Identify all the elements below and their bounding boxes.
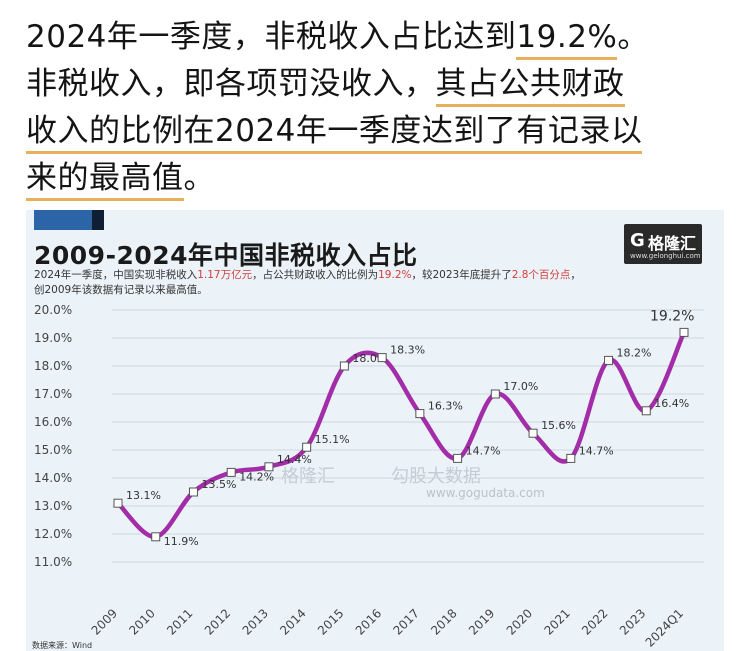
x-tick-label: 2022 bbox=[579, 606, 610, 637]
data-point-marker bbox=[490, 389, 500, 399]
y-tick-label: 19.0% bbox=[34, 331, 72, 345]
data-label: 15.1% bbox=[315, 433, 350, 446]
data-label: 17.0% bbox=[503, 380, 538, 393]
data-label: 19.2% bbox=[650, 308, 694, 324]
source-footnote: 数据来源：Wind bbox=[32, 641, 93, 650]
chart-subtitle: 2024年一季度，中国实现非税收入1.17万亿元，占公共财政收入的比例为19.2… bbox=[34, 268, 654, 298]
data-point-marker bbox=[566, 453, 576, 463]
x-tick-label: 2010 bbox=[126, 606, 157, 637]
data-point-marker bbox=[188, 487, 198, 497]
x-tick-label: 2024Q1 bbox=[643, 606, 687, 650]
subtitle-part: ，较2023年底提升了 bbox=[411, 269, 512, 281]
data-label: 16.4% bbox=[654, 397, 689, 410]
data-point-marker bbox=[339, 361, 349, 371]
watermark-brand: 格隆汇 bbox=[281, 466, 335, 487]
data-point-marker bbox=[151, 532, 161, 542]
y-tick-label: 17.0% bbox=[34, 387, 72, 401]
article-line-4-highlight: 来的最高值 bbox=[26, 160, 184, 201]
data-label: 15.6% bbox=[541, 419, 576, 432]
article-line-2-highlight: 其占公共财政 bbox=[435, 66, 625, 107]
data-label: 18.3% bbox=[390, 344, 425, 357]
data-label: 18.2% bbox=[617, 346, 652, 359]
y-tick-label: 13.0% bbox=[34, 499, 72, 513]
x-tick-label: 2023 bbox=[617, 606, 648, 637]
watermark-site: www.gogudata.com bbox=[426, 486, 545, 500]
card-tab-accent-dark bbox=[92, 210, 104, 230]
data-point-marker bbox=[604, 355, 614, 365]
article-line-4: 来的最高值。 bbox=[26, 155, 736, 202]
logo-g-icon: G bbox=[630, 230, 645, 251]
subtitle-part: ， bbox=[570, 269, 581, 281]
y-tick-label: 18.0% bbox=[34, 359, 72, 373]
article-text: 2024年一季度，非税收入占比达到19.2%。 非税收入，即各项罚没收入，其占公… bbox=[26, 14, 736, 202]
data-point-marker bbox=[528, 428, 538, 438]
data-label: 14.4% bbox=[277, 453, 312, 466]
watermark-text: 勾股大数据 bbox=[391, 466, 481, 487]
data-point-marker bbox=[641, 406, 651, 416]
article-line-1-end: 。 bbox=[617, 19, 649, 55]
brand-logo: G 格隆汇 www.gelonghui.com bbox=[624, 224, 702, 264]
data-point-marker bbox=[679, 327, 689, 337]
data-point-marker bbox=[415, 409, 425, 419]
subtitle-part: ，占公共财政收入的比例为 bbox=[252, 269, 379, 281]
subtitle-highlight-amount: 1.17万亿元 bbox=[197, 269, 253, 281]
data-label: 16.3% bbox=[428, 400, 463, 413]
x-tick-label: 2018 bbox=[428, 606, 459, 637]
y-tick-label: 12.0% bbox=[34, 527, 72, 541]
x-tick-label: 2011 bbox=[164, 606, 195, 637]
x-tick-label: 2015 bbox=[315, 606, 346, 637]
data-point-marker bbox=[302, 442, 312, 452]
data-point-marker bbox=[453, 453, 463, 463]
chart-title: 2009-2024年中国非税收入占比 bbox=[34, 241, 418, 270]
subtitle-highlight-points: 2.8个百分点 bbox=[511, 269, 571, 281]
x-tick-label: 2013 bbox=[240, 606, 271, 637]
article-line-3-highlight: 收入的比例在2024年一季度达到了有记录以 bbox=[26, 113, 643, 154]
x-tick-label: 2009 bbox=[89, 606, 120, 637]
data-point-marker bbox=[377, 353, 387, 363]
data-label: 11.9% bbox=[164, 535, 199, 548]
x-tick-label: 2014 bbox=[277, 606, 308, 637]
y-tick-label: 20.0% bbox=[34, 303, 72, 317]
data-label: 14.2% bbox=[239, 470, 274, 483]
line-chart: 11.0% 12.0% 13.0% 14.0% 15.0% 16.0% 17.0% 18.0%… bbox=[34, 303, 704, 650]
subtitle-line-2: 创2009年该数据有记录以来最高值。 bbox=[34, 284, 208, 296]
article-line-3: 收入的比例在2024年一季度达到了有记录以 bbox=[26, 108, 736, 155]
highlight-percent: 19.2% bbox=[516, 19, 618, 60]
chart-card: 2009-2024年中国非税收入占比 G 格隆汇 www.gelonghui.c… bbox=[26, 210, 724, 651]
x-tick-label: 2019 bbox=[466, 606, 497, 637]
article-line-1-text: 2024年一季度，非税收入占比达到 bbox=[26, 19, 517, 55]
article-line-2-text: 非税收入，即各项罚没收入， bbox=[26, 66, 436, 102]
x-tick-label: 2020 bbox=[504, 606, 535, 637]
subtitle-part: 2024年一季度，中国实现非税收入 bbox=[34, 269, 198, 281]
x-tick-label: 2012 bbox=[202, 606, 233, 637]
article-line-4-end: 。 bbox=[183, 160, 215, 196]
x-tick-label: 2017 bbox=[390, 606, 421, 637]
x-tick-label: 2021 bbox=[541, 606, 572, 637]
data-point-marker bbox=[226, 467, 236, 477]
x-tick-label: 2016 bbox=[353, 606, 384, 637]
logo-name: 格隆汇 bbox=[648, 234, 697, 253]
data-point-marker bbox=[264, 462, 274, 472]
article-line-1: 2024年一季度，非税收入占比达到19.2%。 bbox=[26, 14, 736, 61]
y-tick-label: 16.0% bbox=[34, 415, 72, 429]
article-line-2: 非税收入，即各项罚没收入，其占公共财政 bbox=[26, 61, 736, 108]
y-tick-label: 15.0% bbox=[34, 443, 72, 457]
data-label: 13.5% bbox=[201, 478, 236, 491]
y-tick-label: 14.0% bbox=[34, 471, 72, 485]
logo-site: www.gelonghui.com bbox=[630, 252, 701, 260]
data-label: 14.7% bbox=[579, 444, 614, 457]
data-label: 14.7% bbox=[466, 444, 501, 457]
data-label: 13.1% bbox=[126, 489, 161, 502]
card-tab-accent bbox=[34, 210, 92, 230]
data-point-marker bbox=[113, 498, 123, 508]
subtitle-highlight-percent: 19.2% bbox=[378, 269, 412, 281]
y-tick-label: 11.0% bbox=[34, 555, 72, 569]
